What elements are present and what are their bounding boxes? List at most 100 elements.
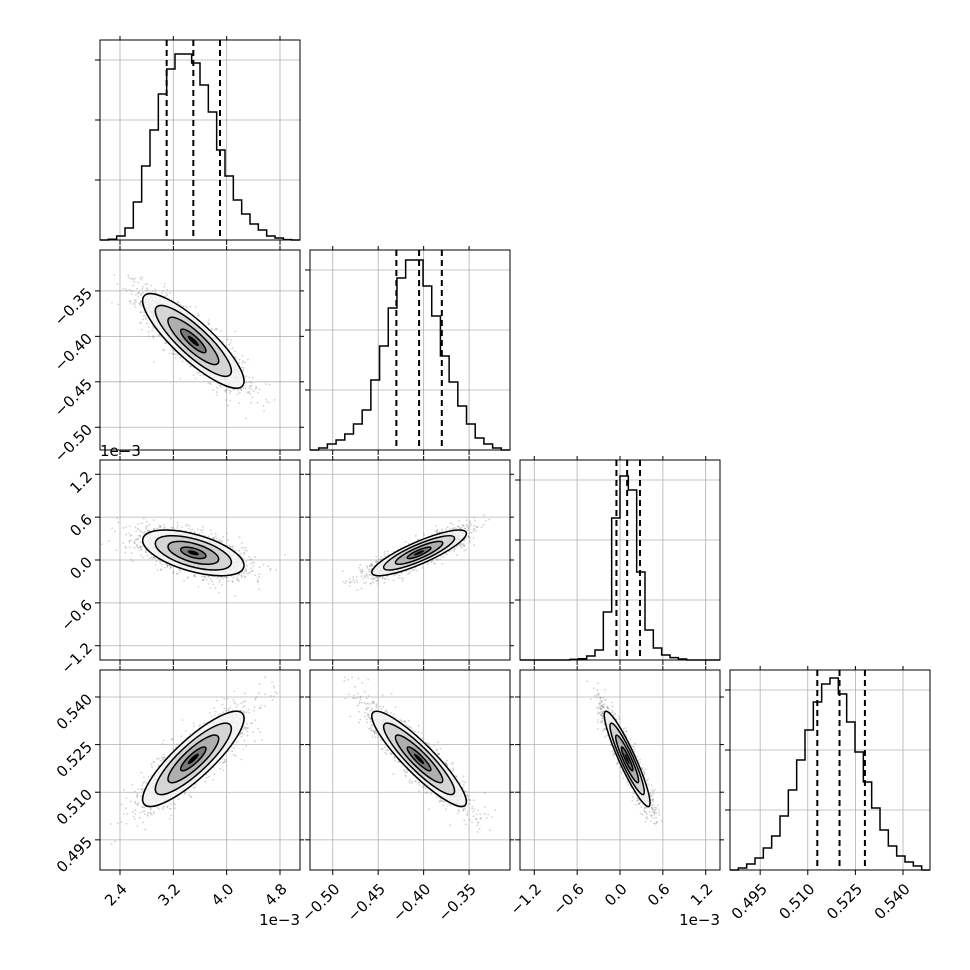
sample-point [193, 531, 196, 534]
sample-point [415, 569, 418, 572]
sample-point [263, 410, 265, 413]
sample-point [470, 523, 472, 526]
sample-point [463, 539, 466, 542]
sample-point [247, 572, 250, 575]
sample-point [152, 335, 155, 338]
sample-point [207, 583, 210, 585]
sample-point [248, 387, 251, 390]
sample-point [238, 536, 241, 539]
sample-point [249, 571, 252, 574]
sample-point [404, 541, 407, 543]
sample-point [257, 391, 260, 394]
hist-frame-2 [519, 459, 721, 661]
sample-point [139, 534, 141, 537]
sample-point [258, 573, 261, 576]
sample-point [125, 533, 127, 536]
sample-point [238, 402, 241, 405]
sample-point [462, 543, 465, 545]
sample-point [176, 527, 179, 529]
sample-point [209, 578, 212, 580]
sample-point [234, 330, 237, 333]
sample-point [176, 572, 179, 575]
sample-point [236, 578, 239, 581]
sample-point [444, 528, 447, 530]
sample-point [134, 542, 136, 544]
sample-point [269, 569, 271, 572]
sample-point [421, 567, 424, 569]
sample-point [148, 557, 151, 560]
sample-point [90, 253, 92, 255]
sample-point [163, 286, 166, 288]
sample-point [240, 572, 243, 574]
contour-line-3 [141, 292, 245, 389]
sample-point [364, 576, 366, 579]
sample-point [237, 389, 240, 392]
sample-point [268, 402, 271, 404]
sample-point [210, 580, 213, 583]
sample-point [144, 283, 147, 286]
sample-point [201, 531, 203, 534]
sample-point [199, 529, 202, 532]
sample-point [193, 574, 196, 577]
contour-line-3 [141, 529, 245, 577]
sample-point [146, 283, 149, 285]
sample-point [460, 546, 463, 549]
sample-point [142, 532, 145, 535]
sample-point [148, 523, 151, 526]
sample-point [139, 321, 142, 324]
sample-point [125, 289, 128, 292]
sample-point [246, 391, 249, 394]
sample-point [250, 401, 253, 404]
sample-point [214, 533, 217, 535]
sample-point [162, 348, 165, 351]
sample-point [137, 296, 140, 298]
sample-point [141, 522, 143, 525]
sample-point [248, 385, 251, 387]
sample-point [124, 545, 127, 548]
sample-point [244, 549, 247, 552]
sample-point [212, 583, 215, 586]
sample-point [144, 549, 147, 551]
sample-point [355, 579, 358, 582]
sample-point [468, 522, 471, 524]
sample-point [122, 527, 125, 529]
sample-point [275, 569, 277, 571]
sample-point [172, 526, 174, 529]
sample-point [169, 565, 172, 568]
sample-point [179, 568, 182, 571]
sample-point [138, 302, 140, 305]
sample-point [142, 517, 145, 520]
sample-point [142, 318, 145, 321]
contour-line-1 [167, 316, 220, 366]
sample-point [166, 565, 169, 567]
sample-point [225, 576, 228, 579]
sample-point [256, 578, 259, 581]
sample-point [153, 528, 156, 531]
sample-point [101, 543, 103, 546]
sample-point [258, 566, 261, 568]
sample-point [433, 562, 436, 565]
sample-point [198, 314, 201, 317]
sample-point [111, 301, 113, 304]
sample-point [129, 277, 132, 280]
sample-point [241, 575, 244, 578]
sample-point [148, 529, 151, 532]
sample-point [467, 535, 470, 538]
sample-point [238, 580, 240, 582]
sample-point [151, 557, 154, 560]
sample-point [139, 546, 142, 549]
sample-point [137, 292, 139, 294]
sample-point [248, 376, 251, 379]
sample-point [241, 542, 243, 545]
sample-point [192, 374, 195, 377]
sample-point [209, 587, 212, 589]
sample-point [219, 540, 222, 543]
hist-frame-1 [309, 249, 511, 451]
sample-point [137, 538, 140, 541]
sample-point [248, 555, 251, 558]
sample-point [208, 575, 210, 578]
sample-point [165, 342, 168, 345]
sample-point [243, 551, 246, 554]
sample-point [129, 300, 132, 303]
sample-point [362, 577, 365, 580]
